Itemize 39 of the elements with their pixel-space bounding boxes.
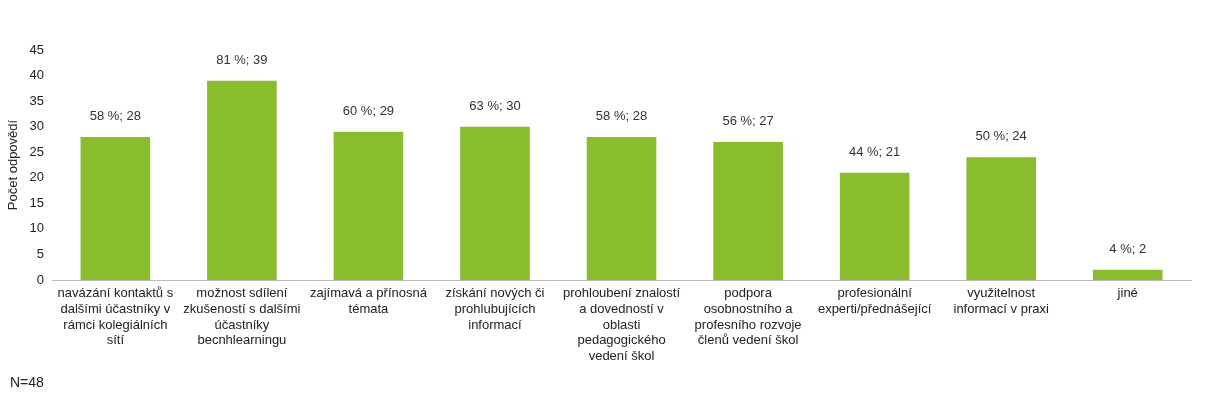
data-label: 81 %; 39 [216, 51, 268, 67]
data-label: 50 %; 24 [975, 128, 1027, 144]
data-label: 4 %; 2 [1109, 240, 1147, 256]
x-tick-label: možnost sdílení zkušeností s dalšími účastníky becnhlearningu [183, 285, 301, 348]
x-tick-label: podpora osobnostního a profesního rozvoje členů vedení škol [694, 285, 802, 348]
x-tick-label: využitelnost informací v praxi [953, 285, 1049, 316]
data-label: 60 %; 29 [342, 102, 395, 118]
data-label: 58 %; 28 [89, 107, 141, 123]
bar [1092, 269, 1163, 280]
y-tick-label: 35 [29, 92, 45, 108]
bar [80, 136, 151, 280]
y-tick-label: 20 [29, 169, 45, 185]
y-tick-label: 30 [29, 118, 45, 134]
data-label: 56 %; 27 [722, 113, 774, 129]
data-label: 63 %; 30 [469, 97, 521, 113]
bar [966, 157, 1036, 280]
bar [586, 136, 657, 280]
x-tick-label: navázání kontaktů s dalšími účastníky v rámci kolegiálních sítí [57, 285, 174, 348]
y-tick-label: 10 [29, 220, 45, 236]
bar [713, 142, 783, 280]
text: N=48 [10, 374, 44, 390]
bar [333, 131, 404, 280]
data-label: 44 %; 21 [848, 143, 901, 159]
bar [460, 126, 530, 280]
y-tick-label: 5 [36, 246, 45, 262]
x-tick-label: prohloubení znalostí a dovedností v oblasti pedagogického vedení škol [562, 285, 681, 363]
x-tick-label: zajímavá a přínosná témata [309, 285, 428, 316]
data-label: 58 %; 28 [595, 107, 648, 123]
y-tick-label: 0 [36, 271, 45, 287]
y-tick-label: 15 [29, 194, 45, 210]
x-tick-label: profesionální experti/přednášející [817, 285, 932, 316]
y-tick-label: 45 [29, 41, 45, 57]
bar [207, 80, 277, 280]
y-axis-title: Počet odpovědí [5, 119, 21, 211]
y-tick-label: 25 [29, 143, 45, 159]
x-tick-label: jiné [1116, 285, 1138, 301]
bar [839, 172, 910, 280]
x-tick-label: získání nových či prohlubujících informací [445, 285, 545, 332]
y-tick-label: 40 [29, 67, 45, 83]
